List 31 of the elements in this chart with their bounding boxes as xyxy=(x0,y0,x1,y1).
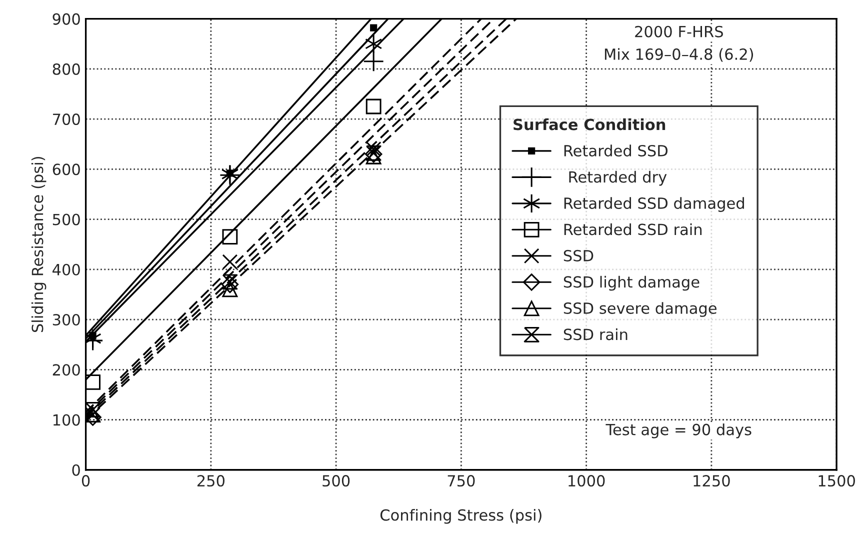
legend-title: Surface Condition xyxy=(514,118,666,130)
legend-label: SSD rain xyxy=(564,328,628,340)
x-tick-label: 1500 xyxy=(818,475,855,487)
y-tick-label: 0 xyxy=(72,464,80,476)
y-tick-label: 600 xyxy=(52,164,80,176)
y-tick-label: 100 xyxy=(53,414,80,426)
legend-label: Retarded dry xyxy=(569,170,667,186)
y-tick-label: 200 xyxy=(52,364,80,376)
x-tick-label: 750 xyxy=(448,475,475,487)
y-tick-label: 800 xyxy=(52,63,80,75)
legend-label: Retarded SSD damaged xyxy=(564,197,744,212)
legend-label: Retarded SSD xyxy=(564,144,668,156)
legend-label: SSD light damage xyxy=(564,276,700,291)
y-tick-label: 400 xyxy=(52,264,80,276)
x-axis-title: Confining Stress (psi) xyxy=(380,508,542,524)
annotation: Test age = 90 days xyxy=(606,424,752,438)
legend-label: SSD severe damage xyxy=(564,302,716,317)
x-tick-label: 0 xyxy=(82,475,90,487)
x-tick-label: 1000 xyxy=(568,475,605,487)
y-axis-title: Sliding Resistance (psi) xyxy=(31,156,46,332)
annotation: 2000 F-HRS xyxy=(635,26,723,38)
annotation: Mix 169–0–4.8 (6.2) xyxy=(604,48,754,62)
y-tick-label: 900 xyxy=(52,13,80,25)
y-tick-label: 500 xyxy=(52,214,80,226)
y-tick-label: 700 xyxy=(53,114,80,126)
x-tick-label: 500 xyxy=(322,475,350,487)
y-tick-label: 300 xyxy=(52,314,80,326)
x-tick-label: 1250 xyxy=(694,475,730,487)
legend-label: Retarded SSD rain xyxy=(564,223,702,236)
x-tick-label: 250 xyxy=(197,475,224,487)
legend-label: SSD xyxy=(564,250,594,262)
